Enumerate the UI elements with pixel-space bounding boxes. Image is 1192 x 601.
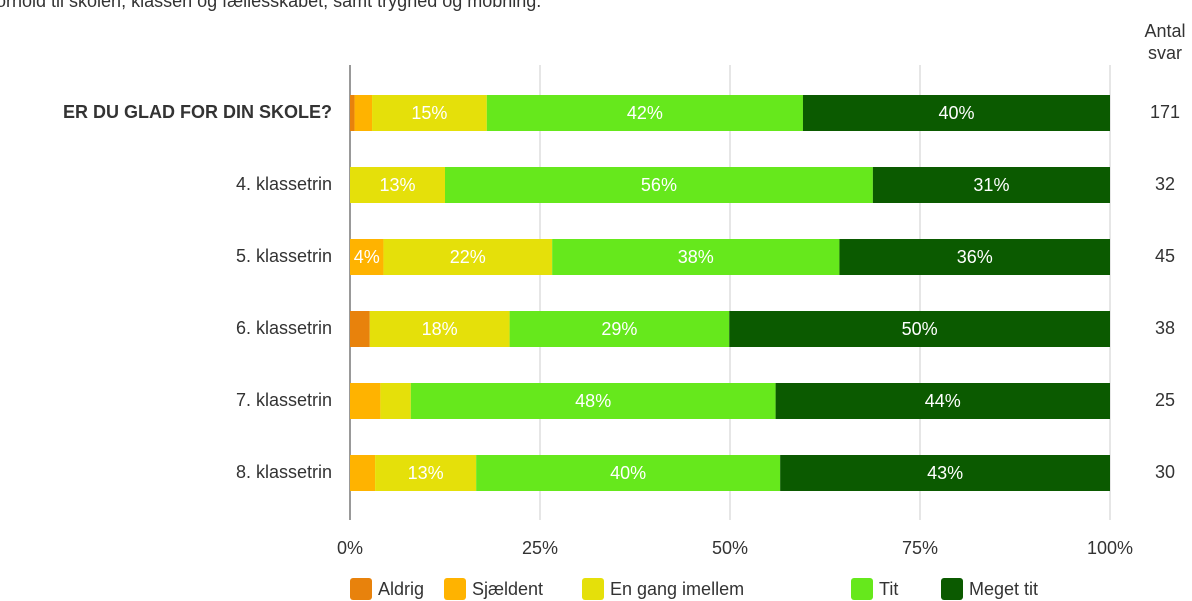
bar-segment [350, 311, 370, 347]
x-tick-label: 75% [902, 538, 938, 558]
legend-swatch [851, 578, 873, 600]
bar-segment [369, 311, 510, 347]
bar-segment [476, 455, 781, 491]
value-label: 31% [973, 175, 1009, 195]
count-label: 45 [1155, 246, 1175, 266]
bar-segment [780, 455, 1110, 491]
value-label: 4% [354, 247, 380, 267]
value-label: 44% [925, 391, 961, 411]
bar-segment [380, 383, 411, 419]
bar-segment [775, 383, 1110, 419]
x-tick-label: 0% [337, 538, 363, 558]
value-label: 13% [379, 175, 415, 195]
legend-swatch [582, 578, 604, 600]
bar-segment [350, 239, 384, 275]
count-label: 32 [1155, 174, 1175, 194]
count-header: svar [1148, 43, 1182, 63]
value-label: 13% [408, 463, 444, 483]
x-tick-label: 50% [712, 538, 748, 558]
category-label: 4. klassetrin [236, 174, 332, 194]
legend-label: Tit [879, 579, 898, 599]
bar-segment [350, 95, 355, 131]
value-label: 56% [641, 175, 677, 195]
bar-segment [350, 167, 445, 203]
bar-segment [802, 95, 1110, 131]
category-label: 6. klassetrin [236, 318, 332, 338]
bar-segment [872, 167, 1110, 203]
category-label: ER DU GLAD FOR DIN SKOLE? [63, 102, 332, 122]
category-label: 7. klassetrin [236, 390, 332, 410]
value-label: 18% [422, 319, 458, 339]
bar-segment [350, 383, 381, 419]
legend-swatch [941, 578, 963, 600]
count-label: 30 [1155, 462, 1175, 482]
value-label: 40% [938, 103, 974, 123]
bar-segment [410, 383, 776, 419]
bar-segment [354, 95, 373, 131]
subtitle: orhold til skolen, klassen og fællesskab… [0, 0, 541, 11]
bar-segment [486, 95, 803, 131]
bar-segment [839, 239, 1110, 275]
legend-label: Meget tit [969, 579, 1038, 599]
bar-segment [350, 455, 376, 491]
legend-swatch [350, 578, 372, 600]
x-tick-label: 100% [1087, 538, 1133, 558]
value-label: 15% [411, 103, 447, 123]
legend-label: Aldrig [378, 579, 424, 599]
value-label: 29% [601, 319, 637, 339]
bar-segment [509, 311, 730, 347]
value-label: 50% [902, 319, 938, 339]
value-label: 48% [575, 391, 611, 411]
bar-segment [552, 239, 840, 275]
category-label: 5. klassetrin [236, 246, 332, 266]
value-label: 36% [957, 247, 993, 267]
legend-label: En gang imellem [610, 579, 744, 599]
category-label: 8. klassetrin [236, 462, 332, 482]
legend-label: Sjældent [472, 579, 543, 599]
value-label: 38% [678, 247, 714, 267]
count-header: Antal [1144, 21, 1185, 41]
count-label: 25 [1155, 390, 1175, 410]
value-label: 43% [927, 463, 963, 483]
count-label: 171 [1150, 102, 1180, 122]
bar-segment [375, 455, 477, 491]
legend-swatch [444, 578, 466, 600]
value-label: 40% [610, 463, 646, 483]
bar-segment [445, 167, 873, 203]
x-tick-label: 25% [522, 538, 558, 558]
bar-segment [383, 239, 553, 275]
value-label: 22% [450, 247, 486, 267]
bar-segment [372, 95, 487, 131]
value-label: 42% [627, 103, 663, 123]
bar-segment [729, 311, 1110, 347]
count-label: 38 [1155, 318, 1175, 338]
